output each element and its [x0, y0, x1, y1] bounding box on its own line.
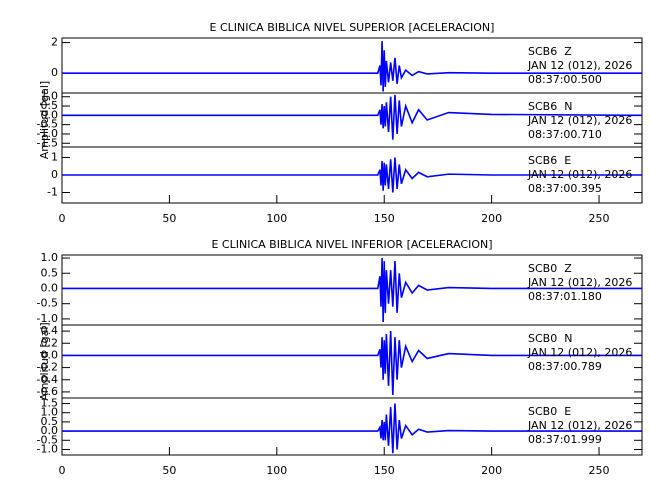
trace-station: SCB0 E: [528, 405, 571, 418]
trace-time: 08:37:01.999: [528, 433, 602, 446]
y-tick-label: 1.5: [41, 397, 59, 410]
y-tick-label: -1: [47, 186, 58, 199]
x-tick-label: 0: [59, 212, 66, 225]
trace-time: 08:37:00.500: [528, 73, 602, 86]
chart-title: E CLINICA BIBLICA NIVEL SUPERIOR [ACELER…: [210, 21, 495, 34]
y-tick-label: 0.0: [41, 108, 59, 121]
y-tick-label: -1.0: [37, 127, 58, 140]
y-tick-label: 2: [51, 36, 58, 49]
y-tick-label: -0.4: [37, 373, 58, 386]
y-tick-label: -0.2: [37, 361, 58, 374]
y-tick-label: 1.0: [41, 251, 59, 264]
trace-time: 08:37:00.395: [528, 182, 602, 195]
waveform: [62, 94, 643, 140]
trace-date: JAN 12 (012), 2026: [527, 419, 632, 432]
x-tick-label: 100: [266, 212, 287, 225]
y-tick-label: 0.0: [41, 424, 59, 437]
y-tick-label: -0.6: [37, 385, 58, 398]
x-tick-label: 250: [589, 464, 610, 477]
x-tick-label: 50: [162, 212, 176, 225]
y-tick-label: 0.5: [41, 99, 59, 112]
x-tick-label: 50: [162, 464, 176, 477]
x-tick-label: 150: [374, 464, 395, 477]
y-tick-label: 1: [51, 151, 58, 164]
y-tick-label: 1.0: [41, 90, 59, 103]
waveform: [62, 41, 642, 92]
y-tick-label: 1.0: [41, 406, 59, 419]
y-tick-label: -1.5: [37, 136, 58, 149]
trace-date: JAN 12 (012), 2026: [527, 276, 632, 289]
chart-title: E CLINICA BIBLICA NIVEL INFERIOR [ACELER…: [211, 238, 492, 251]
trace-station: SCB0 N: [528, 332, 572, 345]
y-tick-label: -0.5: [37, 297, 58, 310]
y-tick-label: 0.5: [41, 266, 59, 279]
trace-station: SCB6 E: [528, 154, 571, 167]
waveform: [62, 157, 642, 193]
panel-frame: [61, 397, 643, 456]
trace-time: 08:37:00.710: [528, 128, 602, 141]
trace-time: 08:37:01.180: [528, 290, 602, 303]
trace-station: SCB0 Z: [528, 262, 572, 275]
waveform: [62, 331, 642, 395]
trace-time: 08:37:00.789: [528, 360, 602, 373]
trace-station: SCB6 Z: [528, 45, 572, 58]
trace-station: SCB6 N: [528, 100, 572, 113]
y-axis-label: Amplitud [gal]: [38, 322, 51, 400]
y-tick-label: 0.4: [41, 324, 59, 337]
y-tick-label: 0.2: [41, 336, 59, 349]
y-tick-label: 0.0: [41, 348, 59, 361]
y-axis-label: Amplitud [gal]: [38, 81, 51, 159]
trace-date: JAN 12 (012), 2026: [527, 346, 632, 359]
x-tick-label: 250: [589, 212, 610, 225]
x-tick-label: 200: [481, 464, 502, 477]
waveform: [62, 258, 642, 322]
y-tick-label: -0.5: [37, 433, 58, 446]
trace-date: JAN 12 (012), 2026: [527, 59, 632, 72]
y-tick-label: 0: [51, 168, 58, 181]
y-tick-label: -0.5: [37, 118, 58, 131]
x-tick-label: 100: [266, 464, 287, 477]
y-tick-label: 0.0: [41, 281, 59, 294]
x-tick-label: 150: [374, 212, 395, 225]
y-tick-label: -1.0: [37, 312, 58, 325]
y-tick-label: 0.5: [41, 415, 59, 428]
x-tick-label: 0: [59, 464, 66, 477]
y-tick-label: 0: [51, 66, 58, 79]
waveform: [62, 403, 642, 454]
y-tick-label: -1.0: [37, 442, 58, 455]
x-tick-label: 200: [481, 212, 502, 225]
trace-date: JAN 12 (012), 2026: [527, 168, 632, 181]
trace-date: JAN 12 (012), 2026: [527, 114, 632, 127]
